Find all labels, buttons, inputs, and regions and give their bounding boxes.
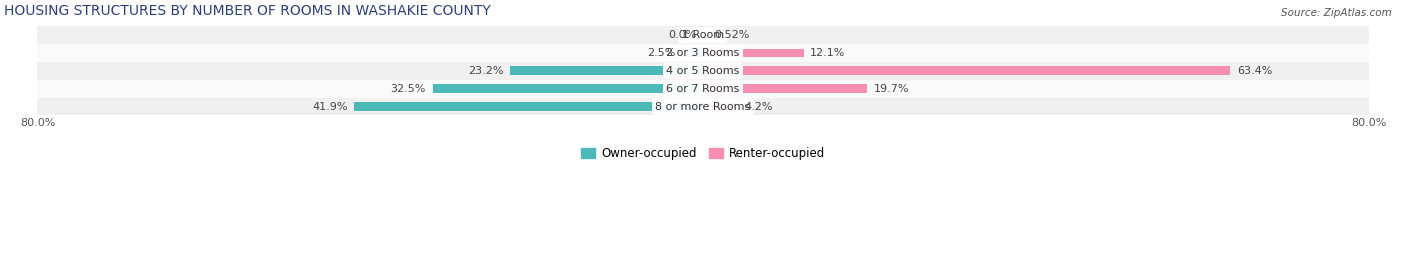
Text: HOUSING STRUCTURES BY NUMBER OF ROOMS IN WASHAKIE COUNTY: HOUSING STRUCTURES BY NUMBER OF ROOMS IN… xyxy=(4,4,491,18)
Legend: Owner-occupied, Renter-occupied: Owner-occupied, Renter-occupied xyxy=(576,142,830,165)
Text: 19.7%: 19.7% xyxy=(873,84,910,94)
Bar xyxy=(703,31,707,40)
Bar xyxy=(703,66,1230,75)
Bar xyxy=(38,26,1368,44)
Bar xyxy=(703,102,738,111)
Bar xyxy=(38,98,1368,115)
Bar xyxy=(703,49,804,58)
Text: 1 Room: 1 Room xyxy=(682,30,724,40)
Bar xyxy=(433,84,703,93)
Text: 6 or 7 Rooms: 6 or 7 Rooms xyxy=(666,84,740,94)
Text: 8 or more Rooms: 8 or more Rooms xyxy=(655,101,751,112)
Text: 32.5%: 32.5% xyxy=(391,84,426,94)
Bar xyxy=(703,84,868,93)
Bar xyxy=(38,80,1368,98)
Bar xyxy=(682,49,703,58)
Text: 23.2%: 23.2% xyxy=(468,66,503,76)
Text: 4 or 5 Rooms: 4 or 5 Rooms xyxy=(666,66,740,76)
Text: Source: ZipAtlas.com: Source: ZipAtlas.com xyxy=(1281,8,1392,18)
Bar xyxy=(38,62,1368,80)
Bar xyxy=(38,44,1368,62)
Text: 41.9%: 41.9% xyxy=(312,101,347,112)
Text: 12.1%: 12.1% xyxy=(810,48,845,58)
Bar xyxy=(354,102,703,111)
Text: 2.5%: 2.5% xyxy=(647,48,675,58)
Text: 4.2%: 4.2% xyxy=(745,101,773,112)
Text: 0.52%: 0.52% xyxy=(714,30,749,40)
Text: 0.0%: 0.0% xyxy=(668,30,696,40)
Bar xyxy=(510,66,703,75)
Text: 63.4%: 63.4% xyxy=(1237,66,1272,76)
Text: 2 or 3 Rooms: 2 or 3 Rooms xyxy=(666,48,740,58)
